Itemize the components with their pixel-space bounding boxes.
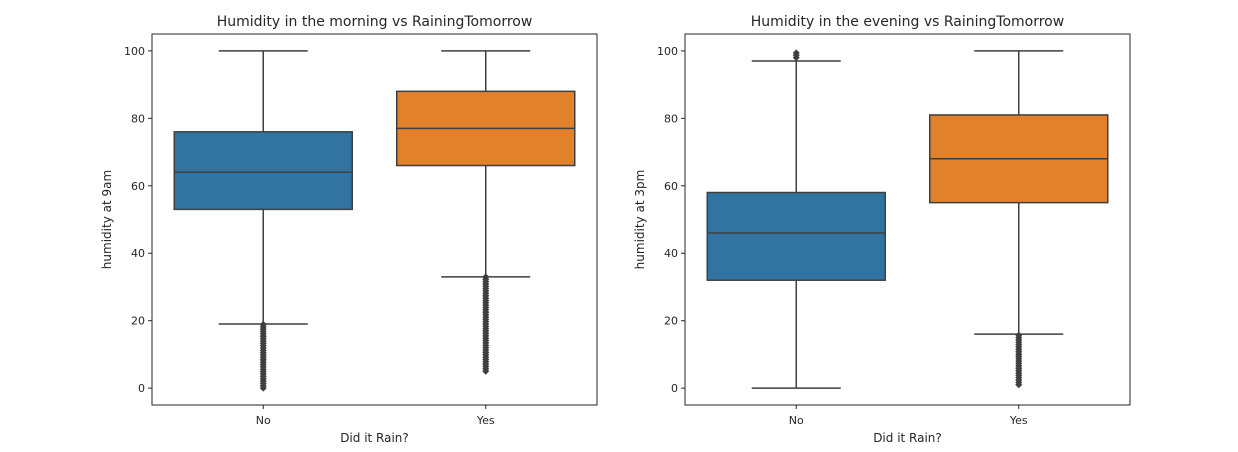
- y-tick-label: 100: [124, 45, 145, 58]
- x-tick-label: No: [256, 414, 271, 427]
- outlier-point: [792, 49, 800, 57]
- y-axis-label-morning: humidity at 9am: [100, 170, 114, 269]
- y-tick-label: 100: [657, 45, 678, 58]
- y-tick-label: 0: [138, 382, 145, 395]
- chart-panel-evening: Humidity in the evening vs RainingTomorr…: [633, 14, 1131, 445]
- y-tick-label: 60: [664, 180, 678, 193]
- y-axis-label-evening: humidity at 3pm: [633, 170, 647, 270]
- x-tick-label: Yes: [476, 414, 495, 427]
- y-tick-label: 80: [664, 112, 678, 125]
- box-no-morning: [173, 50, 353, 392]
- outlier-point: [482, 273, 490, 281]
- box-body: [173, 131, 353, 211]
- plot-frame-evening: [684, 33, 1131, 406]
- box-no-evening: [706, 49, 886, 389]
- chart-title-evening: Humidity in the evening vs RainingTomorr…: [751, 14, 1064, 30]
- y-tick-label: 0: [671, 382, 678, 395]
- chart-title-morning: Humidity in the morning vs RainingTomorr…: [217, 14, 533, 30]
- plot-frame-morning: [151, 33, 598, 406]
- box-yes-evening: [929, 50, 1109, 389]
- y-tick-label: 40: [131, 247, 145, 260]
- x-tick-label: No: [789, 414, 804, 427]
- outlier-point: [259, 320, 267, 328]
- y-tick-label: 60: [131, 180, 145, 193]
- y-tick-label: 80: [131, 112, 145, 125]
- y-tick-label: 40: [664, 247, 678, 260]
- x-axis-label-morning: Did it Rain?: [340, 431, 409, 445]
- box-body: [706, 191, 886, 281]
- y-tick-label: 20: [131, 315, 145, 328]
- x-tick-label: Yes: [1009, 414, 1028, 427]
- x-axis-label-evening: Did it Rain?: [873, 431, 942, 445]
- box-yes-morning: [396, 50, 576, 375]
- outlier-point: [1015, 331, 1023, 339]
- chart-panel-morning: Humidity in the morning vs RainingTomorr…: [100, 14, 598, 445]
- y-tick-label: 20: [664, 315, 678, 328]
